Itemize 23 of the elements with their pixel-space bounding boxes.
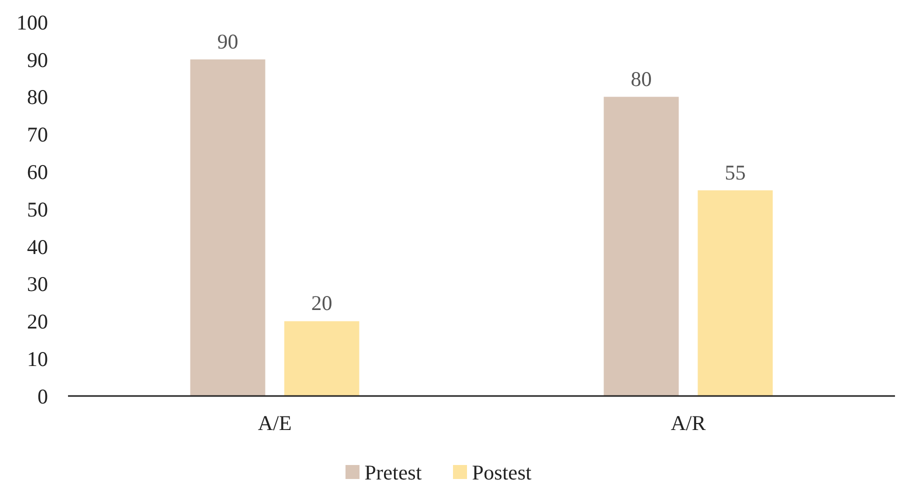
- bar: [698, 190, 773, 396]
- y-tick-label: 80: [27, 85, 48, 110]
- y-tick-label: 100: [16, 10, 48, 34]
- y-tick-label: 90: [27, 48, 48, 72]
- data-label: 80: [630, 66, 652, 91]
- legend-label: Pretest: [364, 460, 422, 484]
- x-tick-label: A/R: [670, 411, 706, 435]
- bar: [190, 59, 266, 396]
- y-tick-label: 70: [27, 122, 48, 147]
- y-tick-label: 60: [27, 160, 48, 184]
- y-tick-label: 50: [27, 197, 48, 222]
- y-tick-label: 20: [27, 310, 48, 334]
- bar: [284, 321, 360, 396]
- y-tick-label: 0: [38, 384, 48, 408]
- legend-label: Postest: [472, 460, 532, 484]
- data-label: 20: [311, 291, 332, 316]
- y-tick-label: 10: [27, 346, 48, 371]
- y-tick-label: 40: [27, 234, 48, 259]
- bar: [604, 96, 679, 396]
- data-label: 55: [724, 160, 746, 184]
- y-tick-label: 30: [27, 272, 48, 296]
- data-label: 90: [217, 29, 238, 54]
- x-tick-label: A/E: [258, 411, 292, 435]
